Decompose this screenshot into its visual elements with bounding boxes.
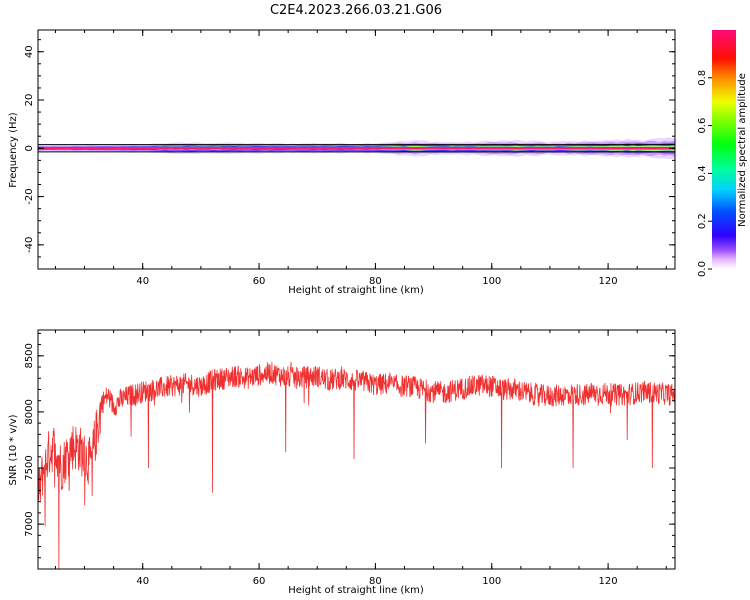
colorbar: 0.0 0.2 0.4 0.6 0.8 Normalized spectral ampl… [697, 30, 748, 277]
colorbar-tick-label: 0.2 [697, 213, 708, 229]
snr-frame [37, 329, 676, 570]
y-tick-label: -20 [24, 188, 35, 204]
x-tick-label: 40 [136, 576, 149, 587]
x-tick-label: 60 [253, 576, 266, 587]
y-tick-label: 20 [24, 94, 35, 107]
x-tick-label: 100 [482, 276, 501, 287]
y-tick-label: 40 [24, 45, 35, 58]
spectrogram-x-axis-label: Height of straight line (km) [288, 285, 424, 296]
colorbar-tick-label: 0.4 [697, 165, 708, 181]
colorbar-gradient [712, 30, 736, 269]
x-tick-label: 60 [253, 276, 266, 287]
y-tick-label: 0 [24, 145, 35, 151]
x-tick-label: 80 [369, 576, 382, 587]
y-tick-label: 8500 [24, 343, 35, 368]
spectrogram-frame [37, 29, 676, 270]
spectrogram-ticks: 40 60 80 100 120 -40 -20 0 20 40 [24, 30, 675, 287]
spectrogram-y-axis-label: Frequency (Hz) [8, 112, 19, 188]
x-tick-label: 120 [599, 576, 618, 587]
spectrogram-panel: 40 60 80 100 120 -40 -20 0 20 40 Height of straig… [8, 29, 676, 296]
x-tick-label: 100 [482, 576, 501, 587]
colorbar-tick-label: 0.8 [697, 70, 708, 86]
y-tick-label: 7500 [24, 455, 35, 480]
y-tick-label: 7000 [24, 511, 35, 536]
figure-title: C2E4.2023.266.03.21.G06 [270, 3, 442, 18]
colorbar-tick-label: 0.0 [697, 261, 708, 277]
x-tick-label: 40 [136, 276, 149, 287]
snr-panel: 40 60 80 100 120 7000 7500 8000 8500 Height of s… [8, 329, 676, 596]
snr-y-axis-label: SNR (10 * v/v) [8, 414, 19, 485]
colorbar-ticks: 0.0 0.2 0.4 0.6 0.8 [697, 70, 712, 277]
x-tick-label: 80 [369, 276, 382, 287]
y-tick-label: 8000 [24, 399, 35, 424]
colorbar-tick-label: 0.6 [697, 118, 708, 134]
snr-series-line [38, 361, 675, 569]
spectrogram-plot-area [38, 137, 675, 160]
x-tick-label: 120 [599, 276, 618, 287]
snr-x-axis-label: Height of straight line (km) [288, 585, 424, 596]
y-tick-label: -40 [24, 237, 35, 253]
snr-ticks: 40 60 80 100 120 7000 7500 8000 8500 [24, 330, 675, 587]
colorbar-label: Normalized spectral amplitude [737, 73, 748, 227]
snr-plot-area [38, 361, 675, 569]
